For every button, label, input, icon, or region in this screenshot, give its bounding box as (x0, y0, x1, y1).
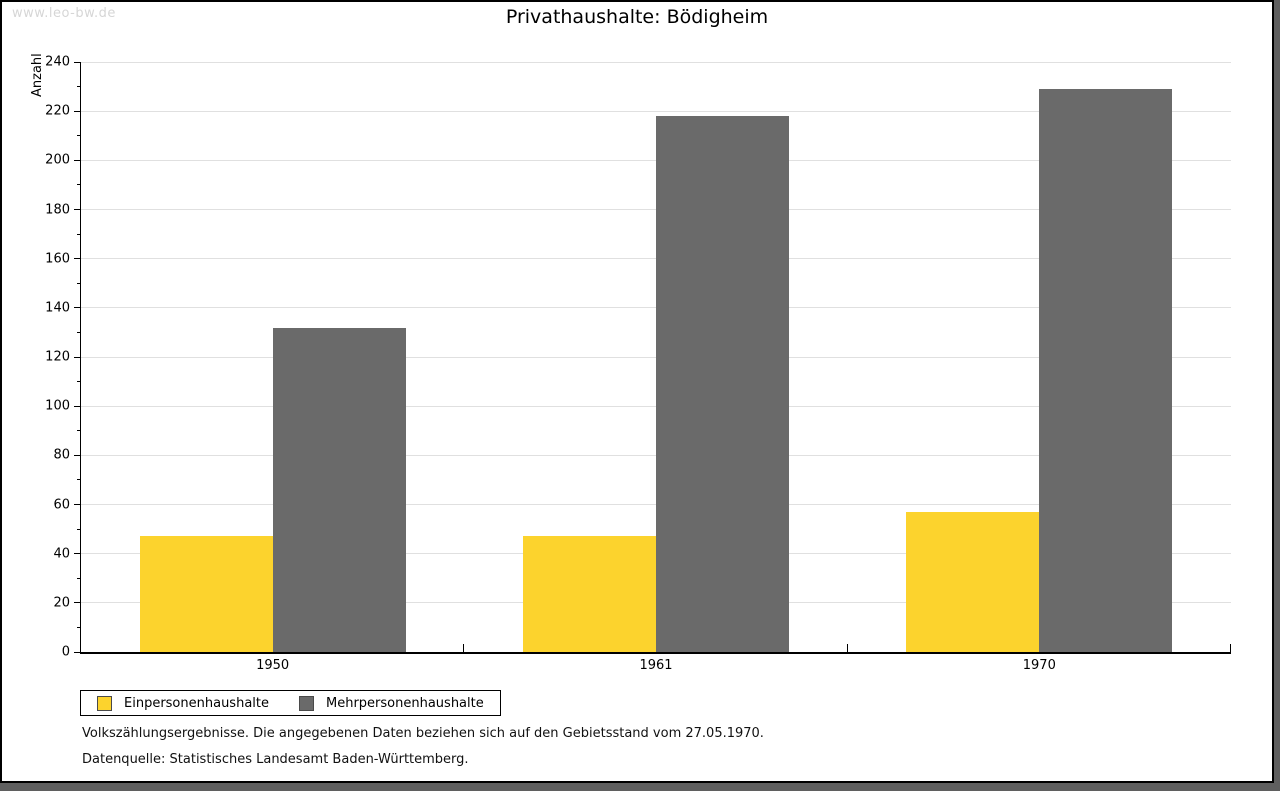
watermark: www.leo-bw.de (12, 6, 116, 21)
y-major-tick (74, 258, 81, 260)
y-minor-tick (77, 626, 81, 628)
y-tick-label: 120 (45, 349, 70, 365)
gridline (81, 110, 1231, 112)
y-tick-label: 60 (53, 497, 70, 512)
bar-einpersonenhaushalte-1970 (906, 511, 1040, 652)
y-minor-tick (77, 233, 81, 235)
x-category-tick (846, 644, 848, 652)
y-tick-label: 100 (45, 398, 70, 414)
y-tick-label: 240 (45, 54, 70, 70)
y-minor-tick (77, 381, 81, 383)
y-tick-label: 220 (45, 103, 70, 119)
y-major-tick (74, 307, 81, 309)
legend-label: Mehrpersonenhaushalte (326, 695, 484, 711)
y-axis-label: Anzahl (30, 53, 45, 97)
y-minor-tick (77, 577, 81, 579)
footnote-census: Volkszählungsergebnisse. Die angegebenen… (82, 726, 764, 741)
bar-einpersonenhaushalte-1950 (139, 536, 273, 652)
y-tick-label: 0 (61, 644, 70, 660)
x-tick-label: 1950 (256, 658, 290, 673)
y-major-tick (74, 504, 81, 505)
plot-area: 0 20 40 60 80 100 120 140 160 180 200 220 240 1950 196… (45, 55, 1231, 673)
chart-title: Privathaushalte: Bödigheim (505, 6, 769, 28)
bar-mehrpersonenhaushalte-1961 (656, 116, 789, 652)
y-minor-tick (77, 479, 81, 481)
legend-item-mehrpersonenhaushalte: Mehrpersonenhaushalte (299, 695, 484, 711)
y-major-tick (74, 454, 81, 456)
y-minor-tick (77, 331, 81, 333)
y-minor-tick (77, 528, 81, 530)
footnote-source: Datenquelle: Statistisches Landesamt Bad… (82, 752, 469, 767)
y-tick-label: 200 (45, 152, 70, 168)
legend-item-einpersonenhaushalte: Einpersonenhaushalte (97, 695, 269, 711)
y-minor-tick (77, 282, 81, 284)
bar-mehrpersonenhaushalte-1950 (272, 327, 406, 652)
x-tick-label: 1961 (639, 658, 673, 673)
legend-swatch-gray (299, 695, 314, 711)
y-major-tick (74, 209, 81, 210)
x-tick-label: 1970 (1022, 658, 1056, 673)
y-major-tick (74, 405, 81, 407)
y-minor-tick (77, 135, 81, 137)
y-tick-label: 20 (53, 595, 70, 611)
y-major-tick (74, 602, 81, 604)
y-major-tick (74, 356, 81, 358)
y-tick-label: 40 (53, 546, 70, 562)
y-tick-label: 160 (45, 251, 70, 267)
legend-swatch-yellow (97, 695, 112, 711)
gridline (81, 61, 1231, 63)
x-category-tick (463, 644, 465, 652)
legend-label: Einpersonenhaushalte (124, 695, 269, 711)
legend: Einpersonenhaushalte Mehrpersonenhaushal… (80, 690, 501, 716)
bar-mehrpersonenhaushalte-1970 (1039, 89, 1173, 652)
y-tick-label: 80 (53, 447, 70, 463)
y-tick-label: 140 (45, 300, 70, 316)
y-major-tick (74, 651, 81, 653)
bar-einpersonenhaushalte-1961 (523, 536, 656, 652)
y-major-tick (74, 61, 81, 63)
y-tick-label: 180 (45, 202, 70, 217)
y-minor-tick (77, 86, 81, 88)
y-minor-tick (77, 430, 81, 432)
x-category-tick (1230, 644, 1231, 652)
y-major-tick (74, 553, 81, 555)
y-major-tick (74, 159, 81, 161)
y-major-tick (74, 110, 81, 112)
y-minor-tick (77, 184, 81, 186)
